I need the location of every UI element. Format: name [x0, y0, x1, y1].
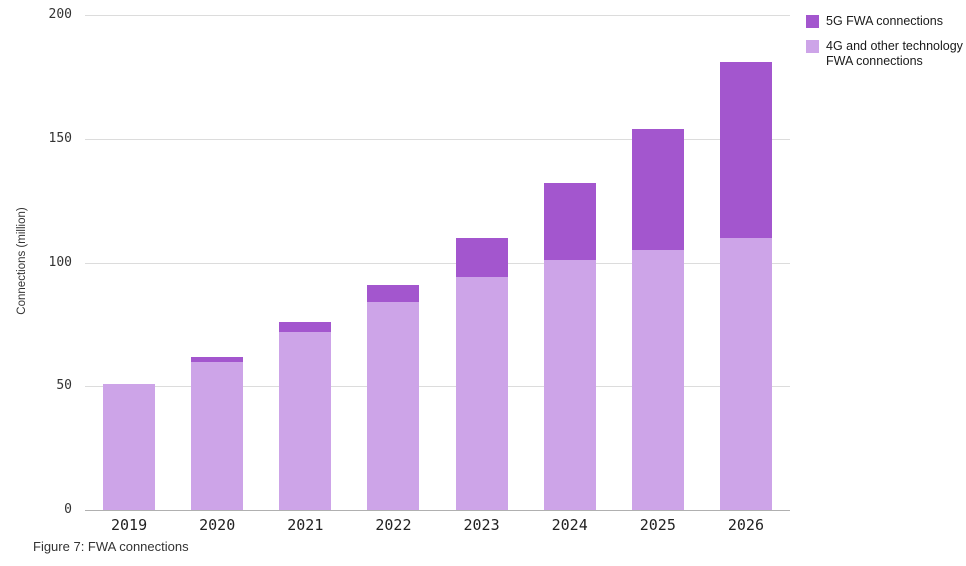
- plot-area: [85, 15, 790, 511]
- bar-segment: [279, 321, 332, 332]
- legend-item-5g: 5G FWA connections: [806, 14, 964, 29]
- y-tick-label: 100: [48, 254, 72, 270]
- y-axis-title: Connections (million): [16, 207, 28, 315]
- gridline: [85, 15, 790, 16]
- legend-item-4g: 4G and other technology FWA connections: [806, 39, 964, 69]
- x-tick-label: 2020: [199, 516, 236, 534]
- bar-segment: [631, 128, 684, 251]
- x-tick-label: 2025: [639, 516, 676, 534]
- x-tick-label: 2019: [111, 516, 148, 534]
- bar-segment: [367, 302, 420, 510]
- bar-segment: [543, 260, 596, 510]
- legend: 5G FWA connections 4G and other technolo…: [806, 14, 964, 79]
- x-tick-label: 2021: [287, 516, 324, 534]
- bar-segment: [719, 62, 772, 238]
- figure-caption: Figure 7: FWA connections: [33, 539, 189, 554]
- bar-segment: [455, 237, 508, 278]
- x-tick-label: 2024: [551, 516, 588, 534]
- legend-swatch-5g-icon: [806, 15, 819, 28]
- x-tick-label: 2023: [463, 516, 500, 534]
- y-tick-label: 0: [64, 502, 72, 517]
- legend-swatch-4g-icon: [806, 40, 819, 53]
- bar-segment: [719, 237, 772, 510]
- x-tick-label: 2022: [375, 516, 412, 534]
- bar-segment: [103, 383, 156, 510]
- y-tick-label: 50: [56, 378, 72, 394]
- y-tick-label: 200: [48, 7, 72, 22]
- x-tick-label: 2026: [727, 516, 764, 534]
- bar-segment: [543, 183, 596, 261]
- bar-segment: [279, 331, 332, 510]
- bar-segment: [191, 356, 244, 362]
- bar-segment: [631, 250, 684, 510]
- bar-segment: [191, 361, 244, 510]
- bar-segment: [455, 277, 508, 510]
- gridline: [85, 386, 790, 388]
- bar-segment: [367, 284, 420, 303]
- gridline: [85, 138, 790, 140]
- y-tick-label: 150: [48, 130, 72, 146]
- gridline: [85, 262, 790, 264]
- legend-label-5g: 5G FWA connections: [826, 14, 943, 28]
- legend-label-4g: 4G and other technology FWA connections: [826, 39, 963, 68]
